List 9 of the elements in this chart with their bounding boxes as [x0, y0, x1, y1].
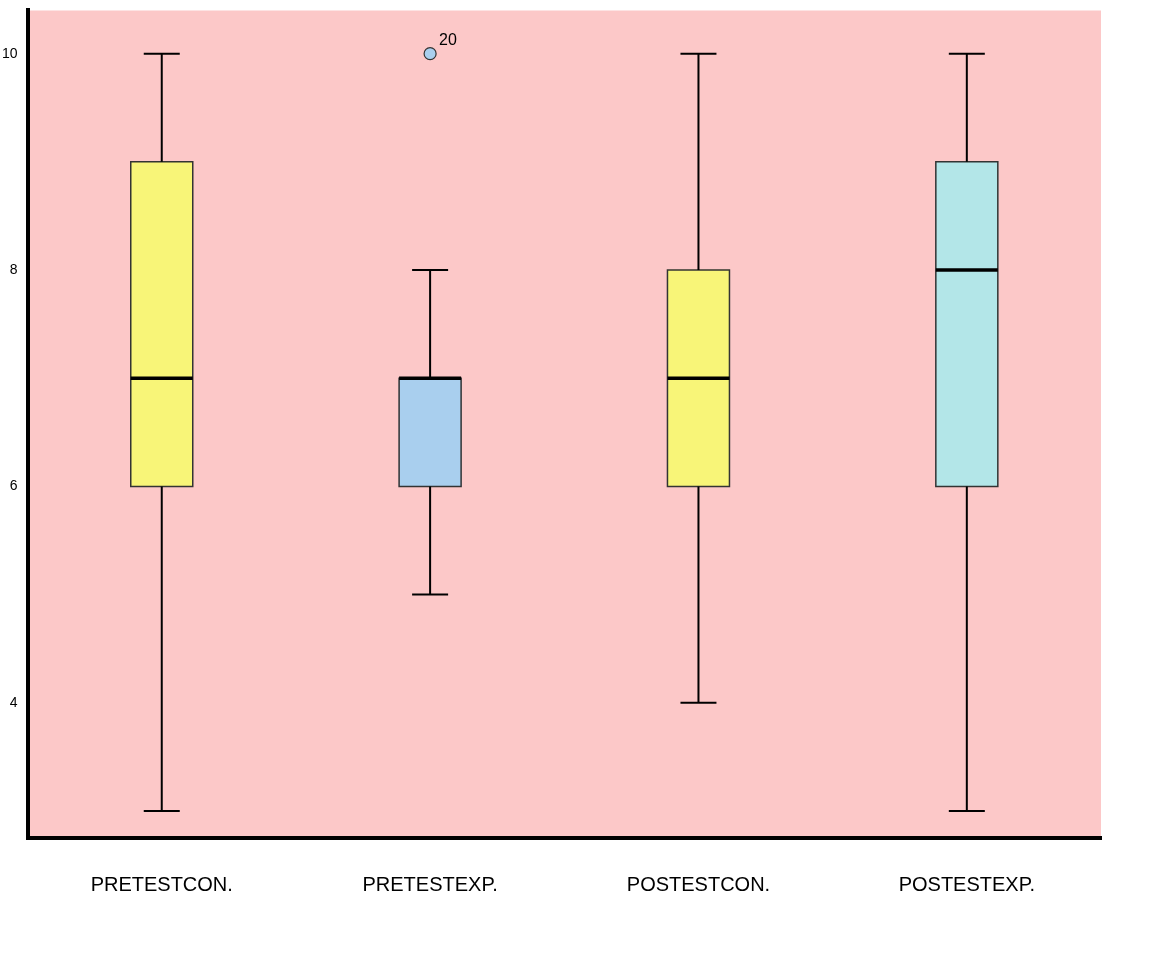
- x-tick-label: PRETESTCON.: [90, 872, 233, 895]
- y-tick-label: 8: [9, 260, 18, 277]
- annotation: 20: [439, 31, 458, 49]
- y-tick-label: 4: [9, 693, 18, 710]
- y-tick-label: 6: [9, 477, 18, 494]
- x-tick-label: PRETESTEXP.: [362, 872, 498, 895]
- x-tick-label: POSTESTCON.: [626, 872, 771, 895]
- y-tick-label: 10: [1, 44, 18, 61]
- x-tick-label: POSTESTEXP.: [898, 872, 1035, 895]
